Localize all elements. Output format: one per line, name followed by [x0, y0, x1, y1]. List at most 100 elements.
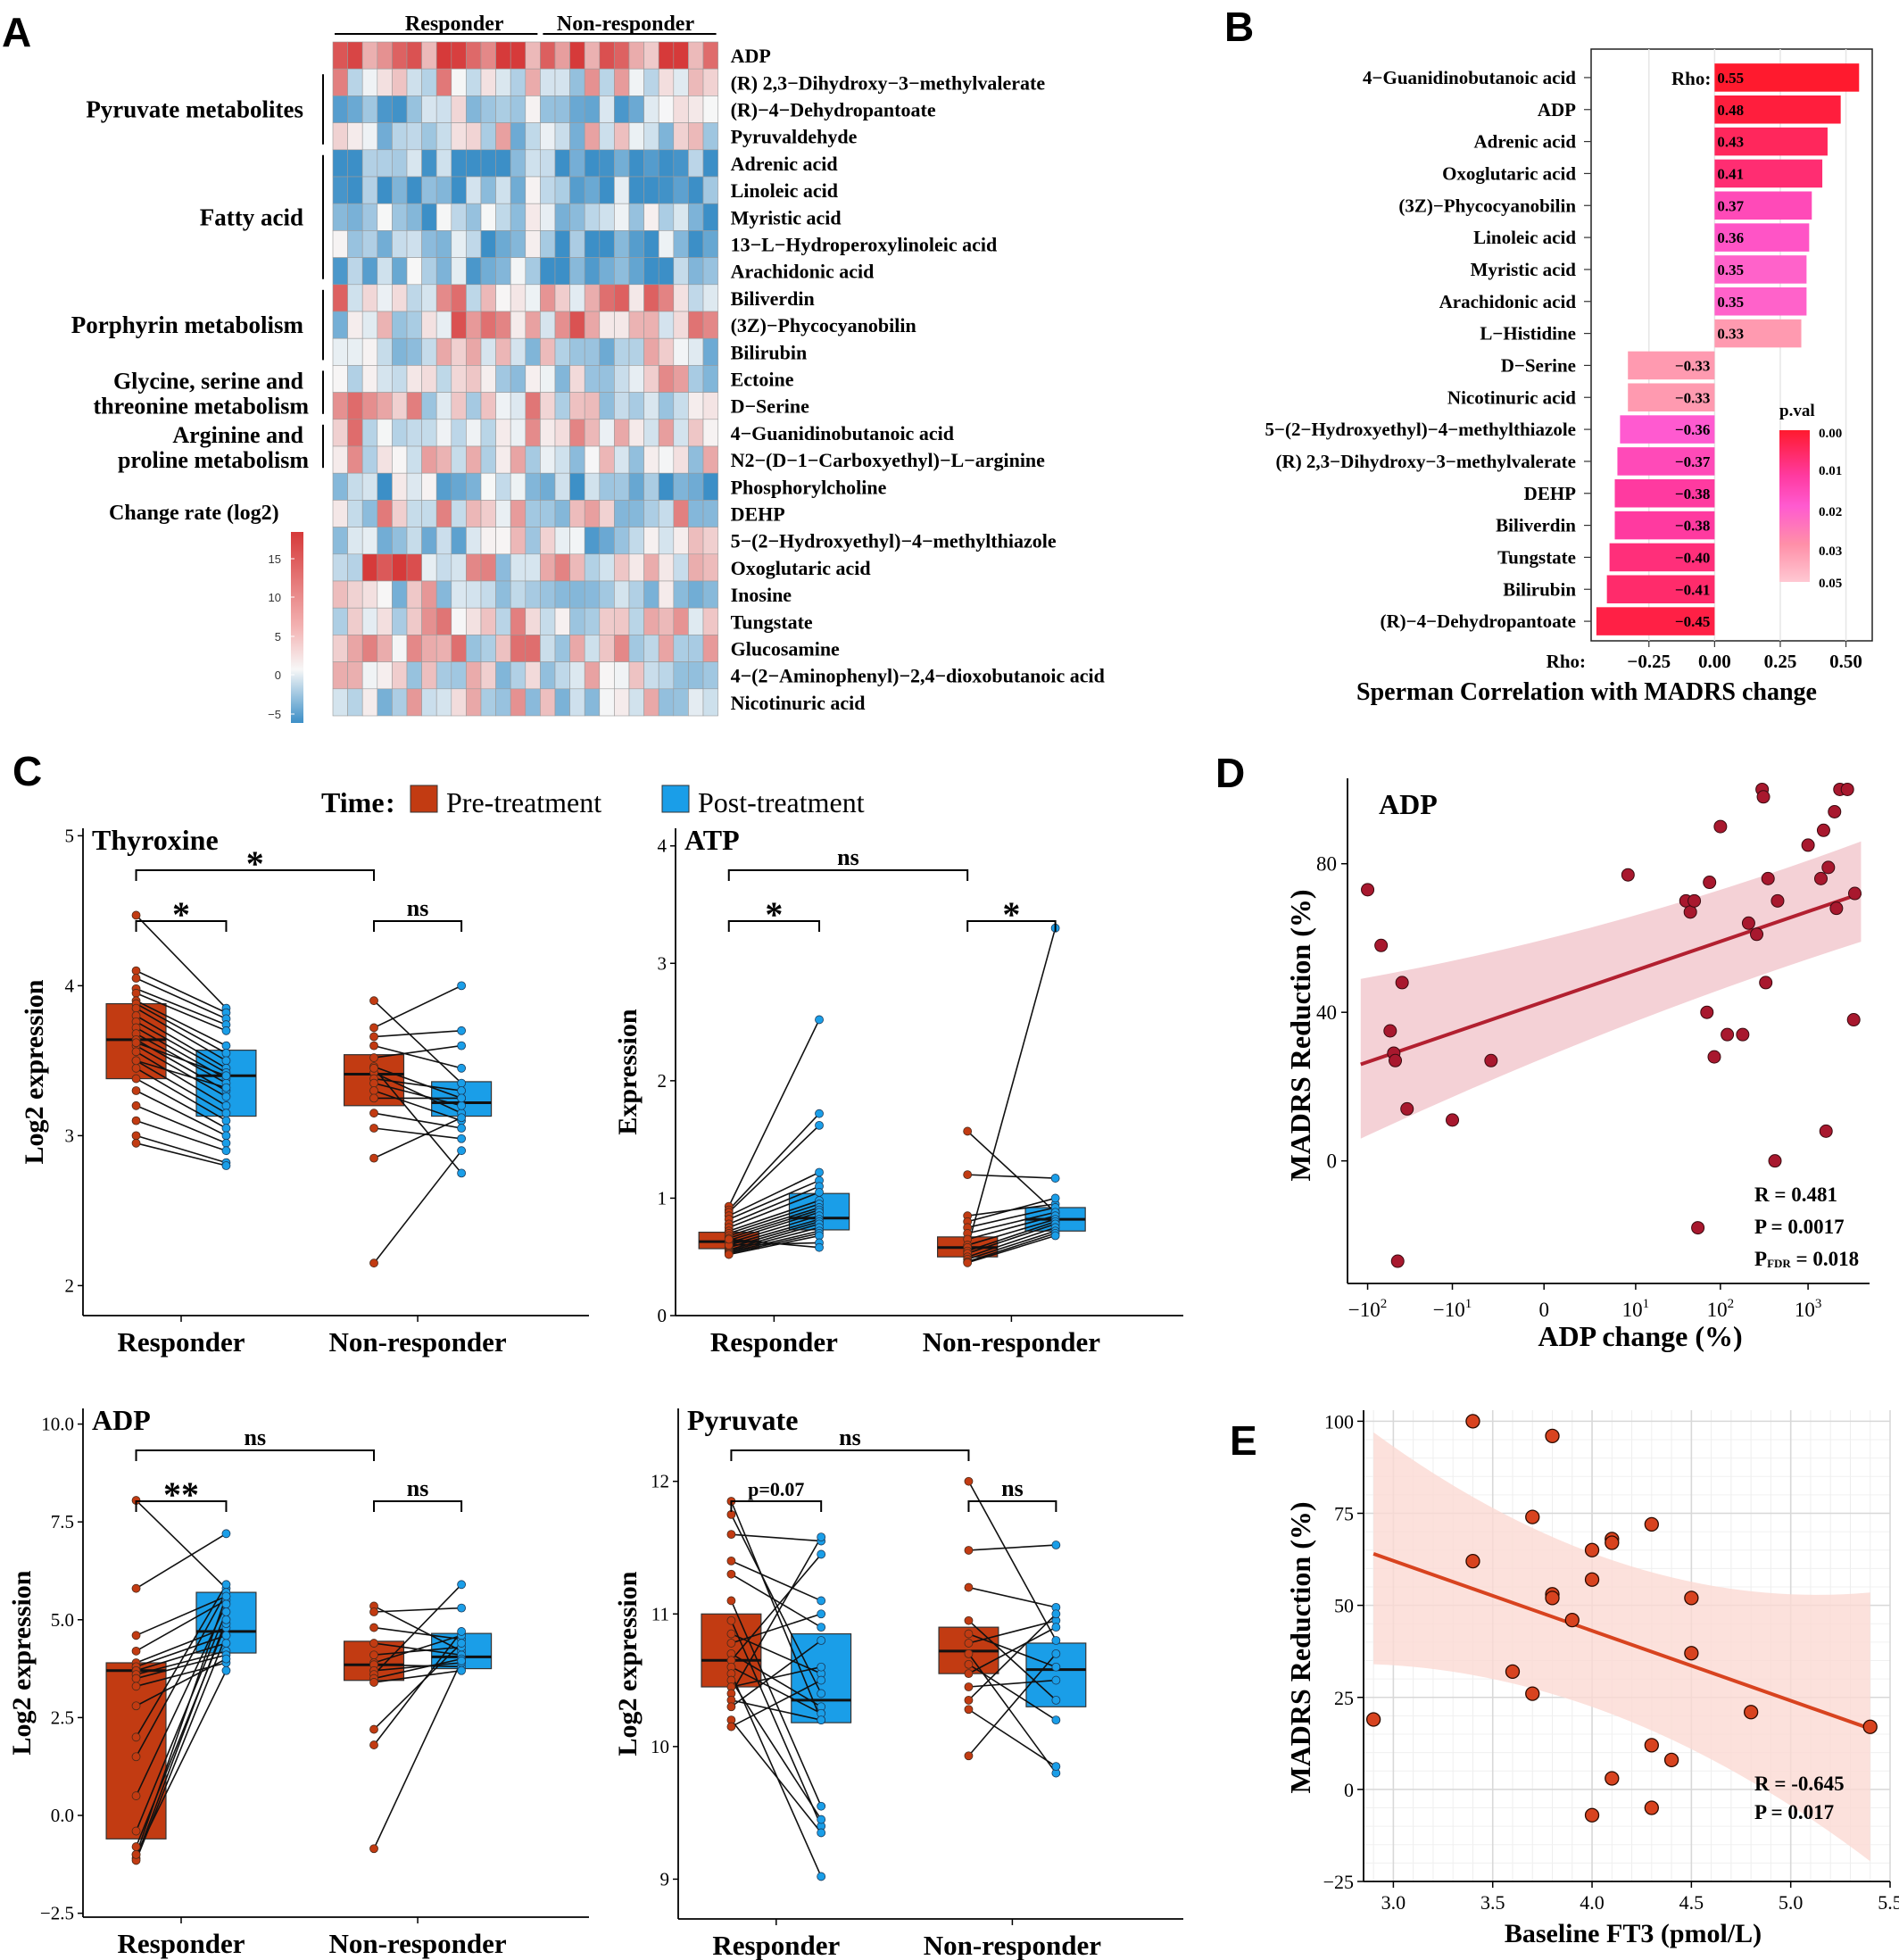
- pair-line: [373, 1090, 462, 1122]
- heatmap-cell: [525, 96, 541, 123]
- heatmap-cell: [480, 203, 496, 231]
- scatter-point: [1801, 838, 1815, 852]
- pair-line: [373, 1077, 462, 1092]
- heatmap-cell: [466, 284, 482, 312]
- heatmap-cell: [347, 68, 363, 96]
- heatmap-cell: [406, 392, 422, 420]
- bar-value-label: 0.55: [1717, 70, 1744, 87]
- point-pre: [964, 1582, 974, 1592]
- point-pre: [131, 974, 141, 983]
- heatmap-cell: [495, 392, 511, 420]
- heatmap-legend-tick: 10: [269, 591, 281, 604]
- pair-line: [136, 1000, 227, 1047]
- heatmap-cell: [466, 688, 482, 717]
- pair-line: [373, 1150, 462, 1264]
- y-tick-label: 3: [658, 952, 668, 974]
- significance-label: ns: [1001, 1475, 1024, 1501]
- scatter-point: [1684, 1590, 1699, 1606]
- heatmap-cell: [614, 527, 630, 555]
- y-axis-title: MADRS Reduction (%): [1284, 889, 1316, 1181]
- heatmap-cell: [480, 365, 496, 393]
- heatmap-cell: [451, 68, 467, 96]
- heatmap-cell: [435, 500, 452, 527]
- point-pre: [131, 1752, 141, 1762]
- heatmap-cell: [466, 661, 482, 690]
- heatmap-cell: [347, 230, 363, 258]
- heatmap-cell: [554, 445, 570, 474]
- heatmap-cell: [673, 392, 689, 420]
- heatmap-cell: [688, 122, 704, 151]
- heatmap-cell: [540, 445, 556, 474]
- heatmap-cell: [421, 365, 437, 393]
- scatter-point: [1691, 1221, 1705, 1235]
- heatmap-cell: [688, 661, 704, 690]
- heatmap-cell: [392, 311, 408, 339]
- heatmap-cell: [510, 392, 527, 420]
- stat-r: R = 0.481: [1754, 1183, 1837, 1206]
- point-pre: [369, 1678, 378, 1687]
- pair-line: [373, 1082, 462, 1107]
- heatmap-cell: [584, 392, 601, 420]
- significance-bracket: [730, 1500, 823, 1512]
- scatter-point: [1389, 1053, 1403, 1067]
- heatmap-cell: [510, 122, 527, 151]
- heatmap-cell: [451, 284, 467, 312]
- heatmap-cell: [451, 257, 467, 286]
- heatmap-cell: [599, 688, 615, 717]
- heatmap-cell: [673, 580, 689, 609]
- point-pre: [964, 1751, 974, 1761]
- heatmap-cell: [643, 661, 659, 690]
- point-pre: [726, 1629, 736, 1639]
- point-post: [221, 1639, 231, 1648]
- heatmap-cell: [451, 635, 467, 662]
- heatmap-cell: [584, 500, 601, 527]
- heatmap-cell: [614, 68, 630, 96]
- heatmap-cell: [495, 635, 511, 662]
- point-pre: [724, 1234, 734, 1244]
- heatmap-cell: [435, 472, 452, 501]
- heatmap-cell: [614, 607, 630, 635]
- x-group-label: Non-responder: [328, 1928, 506, 1959]
- bar-category-label: 4−Guanidinobutanoic acid: [1363, 67, 1576, 88]
- panel-label-d: D: [1215, 750, 1245, 796]
- heatmap-cell: [658, 41, 675, 70]
- scatter-point: [1584, 1572, 1600, 1587]
- heatmap-row-label: Glucosamine: [731, 638, 840, 660]
- panel-label-c: C: [12, 748, 42, 794]
- stat-p: P = 0.017: [1754, 1801, 1834, 1823]
- point-pre: [131, 1131, 141, 1141]
- pair-line: [373, 1127, 462, 1140]
- heatmap-cell: [332, 607, 348, 635]
- heatmap-cell: [406, 257, 422, 286]
- pval-legend-tick: 0.02: [1819, 505, 1842, 519]
- scatter-point: [1744, 1705, 1759, 1720]
- scatter-point: [1400, 1101, 1414, 1116]
- point-post: [1051, 1636, 1061, 1645]
- heatmap-cell: [540, 553, 556, 582]
- heatmap-cell: [361, 176, 378, 204]
- heatmap-cell: [495, 176, 511, 204]
- heatmap-cell: [332, 419, 348, 447]
- pair-line: [966, 1130, 1057, 1213]
- bar-category-label: Tungstate: [1497, 546, 1576, 568]
- x-tick-label: 3.5: [1480, 1891, 1505, 1914]
- bar-value-label: −0.38: [1675, 518, 1710, 535]
- heatmap-row-label: Bilirubin: [731, 341, 808, 363]
- heatmap-cell: [673, 472, 689, 501]
- bar-category-label: Bilirubin: [1503, 578, 1576, 600]
- heatmap-cell: [702, 203, 718, 231]
- heatmap-cell: [451, 311, 467, 339]
- y-tick-label: 10: [651, 1736, 669, 1757]
- heatmap-cell: [584, 688, 601, 717]
- heatmap-cell: [673, 176, 689, 204]
- heatmap-cell: [614, 661, 630, 690]
- pair-line: [966, 1230, 1056, 1260]
- pair-line: [135, 1611, 228, 1831]
- heatmap-cell: [466, 419, 482, 447]
- heatmap-cell: [495, 553, 511, 582]
- pair-line: [730, 1673, 822, 1877]
- pair-line: [135, 1583, 228, 1738]
- heatmap-row-label: DEHP: [731, 503, 785, 526]
- heatmap-cell: [599, 284, 615, 312]
- heatmap-cell: [392, 500, 408, 527]
